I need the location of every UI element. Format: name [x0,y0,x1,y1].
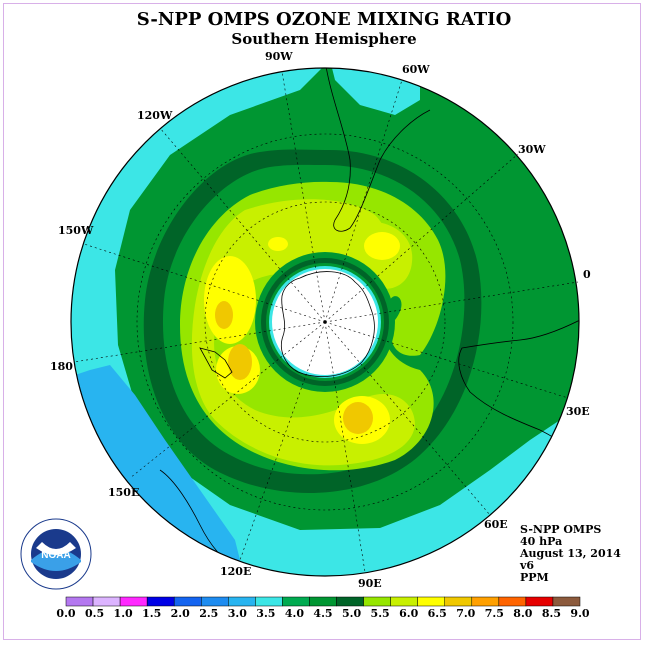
lon-label-90e: 90E [358,577,382,590]
colorbar-tick-label: 3.0 [227,607,247,620]
map-title: S-NPP OMPS OZONE MIXING RATIO [136,9,512,30]
antarctica-coastline [281,271,375,377]
info-block: S-NPP OMPS 40 hPa August 13, 2014 v6 PPM [520,524,621,584]
colorbar-box [444,596,473,607]
colorbar-box [471,596,500,607]
colorbar-tick-label: 7.5 [484,607,504,620]
colorbar-tick-label: 8.0 [513,607,533,620]
noaa-logo: NOAA [20,518,92,590]
new-zealand [199,347,233,379]
colorbar-tick-label: 1.0 [113,607,133,620]
field-7-0-a [215,301,233,329]
colorbar-box [282,596,310,607]
graticule [73,71,579,573]
south-pole-dot [323,320,327,324]
colorbar-tick-label: 5.0 [341,607,362,620]
colorbar-box [525,596,554,607]
map-subtitle: Southern Hemisphere [231,30,417,48]
info-unit: PPM [520,571,549,584]
colorbar-box [417,596,445,607]
colorbar-box [201,596,229,607]
lon-label-30w: 30W [518,143,546,156]
colorbar-tick-label: 5.5 [370,607,390,620]
colorbar-box [498,596,527,607]
colorbar-tick-label: 1.5 [142,607,162,620]
colorbar-box [228,596,256,607]
colorbar-tick-label: 3.5 [256,607,276,620]
colorbar-tick-label: 7.0 [456,607,476,620]
africa-coast [458,319,579,456]
info-level: 40 hPa [520,535,563,548]
colorbar-boxes [65,596,581,607]
lon-label-30e: 30E [566,405,590,418]
lon-label-150w: 150W [58,224,94,237]
colorbar-box [119,596,148,607]
logo-text: NOAA [41,550,70,561]
info-version: v6 [520,559,535,572]
lon-label-90w: 90W [265,50,293,63]
south-america-coast [324,68,431,232]
colorbar-tick-label: 2.0 [170,607,190,620]
colorbar-tick-label: 2.5 [199,607,219,620]
colorbar-box [173,596,202,607]
lon-label-60w: 60W [402,63,430,76]
colorbar-box [336,596,364,607]
colorbar-box [363,596,391,607]
colorbar-box [552,596,581,607]
colorbar-tick-label: 9.0 [570,607,590,620]
lon-label-120e: 120E [220,565,252,578]
colorbar-box [309,596,337,607]
colorbar-tick-label: 8.5 [541,607,562,620]
colorbar-tick-label: 6.5 [427,607,447,620]
lon-label-0: 0 [583,268,591,281]
lon-label-60e: 60E [484,518,508,531]
colorbar-tick-label: 4.0 [284,607,305,620]
field-6-5-e [268,237,288,251]
map-border [70,67,580,577]
colorbar-tick-label: 4.5 [313,607,333,620]
colorbar-tick-label: 0.0 [56,607,76,620]
colorbar-box [390,596,418,607]
info-date: August 13, 2014 [520,547,621,560]
lon-label-150e: 150E [108,486,140,499]
colorbar-tick-label: 0.5 [84,607,105,620]
field-6-5-d [364,232,400,260]
colorbar-box [255,596,283,607]
colorbar-box [65,596,94,607]
colorbar-box [146,596,175,607]
figure-frame [3,3,641,640]
colorbar-tick-label: 6.0 [399,607,419,620]
field-7-0-b [228,344,252,380]
info-satellite: S-NPP OMPS [520,523,602,536]
lon-label-180: 180 [50,360,73,373]
field-7-0-c [343,402,373,434]
colorbar-box [92,596,121,607]
lon-label-120w: 120W [137,109,173,122]
